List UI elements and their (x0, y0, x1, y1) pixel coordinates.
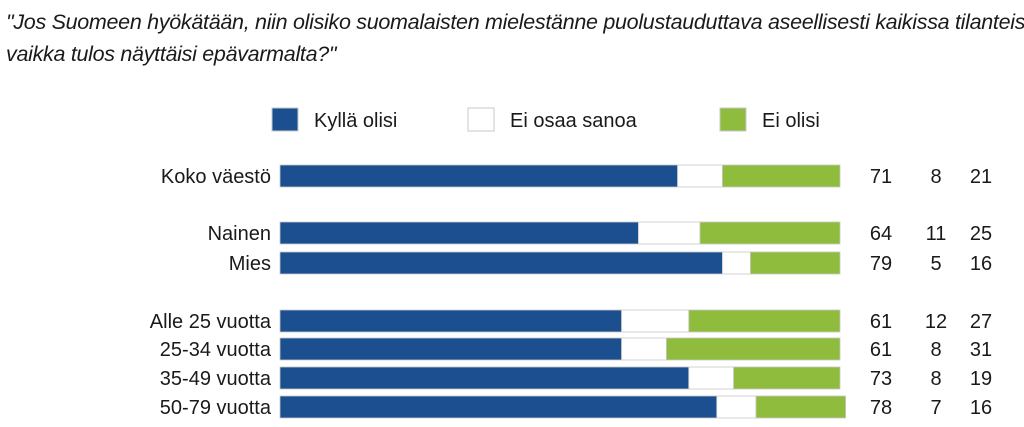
legend-item-2: Ei olisi (719, 107, 820, 132)
value-label-0: 79 (870, 253, 892, 275)
legend-label-1: Ei osaa sanoa (510, 110, 638, 132)
bar-segment-1 (688, 366, 734, 390)
bar-segment-2 (699, 221, 841, 245)
bar-segment-2 (750, 251, 841, 275)
legend-swatch-2 (719, 107, 747, 132)
chart-title-line-1: "Jos Suomeen hyökätään, niin olisiko suo… (6, 10, 1024, 34)
category-label: 25-34 vuotta (160, 339, 272, 361)
legend-item-1: Ei osaa sanoa (467, 107, 638, 132)
bar-segment-0 (279, 366, 690, 390)
chart-title: "Jos Suomeen hyökätään, niin olisiko suo… (6, 6, 1024, 70)
bar-segment-1 (722, 251, 751, 275)
bar-segment-0 (279, 309, 623, 333)
value-label-0: 73 (870, 368, 892, 390)
bar-segment-2 (755, 395, 846, 419)
bar-segment-1 (638, 221, 701, 245)
bar-segment-2 (666, 337, 841, 361)
category-label: Koko väestö (161, 166, 271, 188)
value-label-2: 25 (970, 223, 992, 245)
value-label-1: 7 (930, 397, 941, 419)
category-label: 35-49 vuotta (160, 368, 272, 390)
category-label: 50-79 vuotta (160, 397, 272, 419)
bar-segment-0 (279, 395, 718, 419)
bar-segment-1 (621, 337, 667, 361)
legend-item-0: Kyllä olisi (271, 107, 397, 132)
value-label-2: 19 (970, 368, 992, 390)
bar-segment-0 (279, 337, 623, 361)
value-label-2: 21 (970, 166, 992, 188)
bar-segment-1 (677, 164, 723, 188)
value-label-0: 61 (870, 311, 892, 333)
value-label-2: 16 (970, 397, 992, 419)
legend-label-2: Ei olisi (762, 110, 820, 132)
value-label-1: 8 (930, 368, 941, 390)
legend-label-0: Kyllä olisi (314, 110, 397, 132)
value-label-1: 11 (926, 223, 947, 245)
legend-swatch-1 (467, 107, 495, 132)
bar-segment-1 (621, 309, 690, 333)
category-label: Mies (229, 253, 271, 275)
value-label-1: 8 (930, 166, 941, 188)
value-label-2: 31 (970, 339, 992, 361)
value-label-2: 16 (970, 253, 992, 275)
bar-segment-0 (279, 251, 723, 275)
chart-title-line-2: vaikka tulos näyttäisi epävarmalta?" (6, 42, 337, 66)
category-label: Alle 25 vuotta (150, 311, 272, 333)
bar-segment-1 (716, 395, 757, 419)
value-label-0: 61 (870, 339, 892, 361)
value-label-0: 78 (870, 397, 892, 419)
bar-segment-0 (279, 221, 639, 245)
legend-swatch-0 (271, 107, 299, 132)
bar-segment-2 (722, 164, 841, 188)
value-label-1: 8 (930, 339, 941, 361)
value-label-2: 27 (970, 311, 992, 333)
bar-segment-2 (688, 309, 841, 333)
bar-segment-2 (733, 366, 841, 390)
category-label: Nainen (208, 223, 271, 245)
value-label-1: 5 (930, 253, 941, 275)
value-label-0: 71 (870, 166, 892, 188)
value-label-0: 64 (870, 223, 892, 245)
bar-segment-0 (279, 164, 679, 188)
value-label-1: 12 (925, 311, 947, 333)
